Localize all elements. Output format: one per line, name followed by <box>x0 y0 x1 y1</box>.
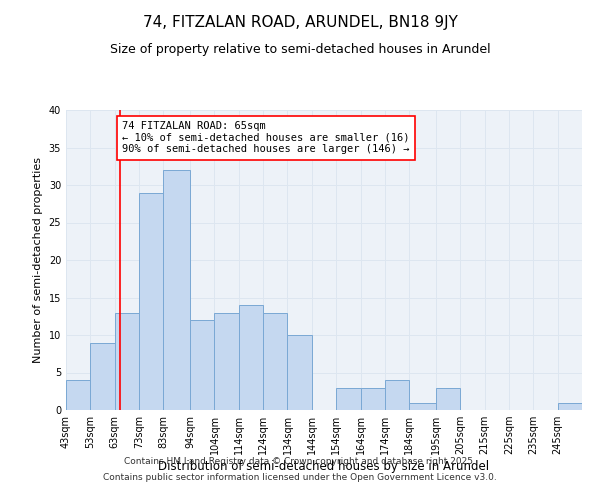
Bar <box>190 320 214 410</box>
Text: 74, FITZALAN ROAD, ARUNDEL, BN18 9JY: 74, FITZALAN ROAD, ARUNDEL, BN18 9JY <box>143 15 457 30</box>
Bar <box>287 335 312 410</box>
Bar <box>139 192 163 410</box>
Bar <box>385 380 409 410</box>
Bar <box>115 312 139 410</box>
Text: Size of property relative to semi-detached houses in Arundel: Size of property relative to semi-detach… <box>110 42 490 56</box>
Bar <box>214 312 239 410</box>
Bar <box>91 342 115 410</box>
Bar <box>409 402 436 410</box>
Text: Contains public sector information licensed under the Open Government Licence v3: Contains public sector information licen… <box>103 472 497 482</box>
Bar <box>336 388 361 410</box>
Bar <box>163 170 190 410</box>
Y-axis label: Number of semi-detached properties: Number of semi-detached properties <box>33 157 43 363</box>
Text: Contains HM Land Registry data © Crown copyright and database right 2025.: Contains HM Land Registry data © Crown c… <box>124 458 476 466</box>
Text: 74 FITZALAN ROAD: 65sqm
← 10% of semi-detached houses are smaller (16)
90% of se: 74 FITZALAN ROAD: 65sqm ← 10% of semi-de… <box>122 121 409 154</box>
Bar <box>263 312 287 410</box>
X-axis label: Distribution of semi-detached houses by size in Arundel: Distribution of semi-detached houses by … <box>158 460 490 473</box>
Bar <box>436 388 460 410</box>
Bar <box>361 388 385 410</box>
Bar <box>239 305 263 410</box>
Bar <box>557 402 582 410</box>
Bar <box>66 380 91 410</box>
